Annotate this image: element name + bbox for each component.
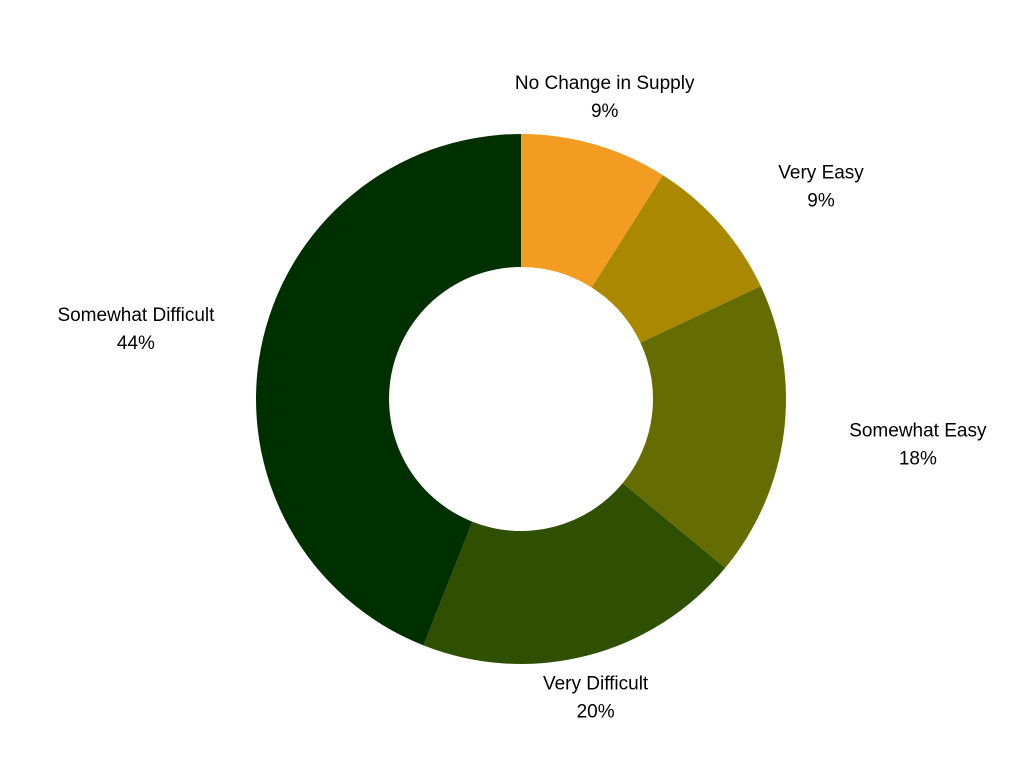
slice-label-very-easy: Very Easy <box>778 163 864 184</box>
slice-label-no-change-in-supply: No Change in Supply <box>515 73 695 94</box>
labels-group: No Change in Supply 9% Very Easy 9% Somewhat… <box>57 73 987 723</box>
slice-value-label-very-easy: 9% <box>807 191 835 212</box>
slice-somewhat-difficult <box>256 134 521 646</box>
slice-value-label-somewhat-easy: 18% <box>899 449 937 470</box>
slice-value-label-very-difficult: 20% <box>577 702 615 723</box>
slice-label-somewhat-easy: Somewhat Easy <box>849 421 987 442</box>
slice-somewhat-easy <box>622 286 786 568</box>
slice-no-change-in-supply <box>521 134 663 288</box>
slice-value-label-no-change-in-supply: 9% <box>591 101 619 122</box>
slice-very-difficult <box>423 483 726 664</box>
slice-value-label-somewhat-difficult: 44% <box>117 333 155 354</box>
slices-group <box>256 134 786 664</box>
slice-very-easy <box>591 175 761 343</box>
slice-label-very-difficult: Very Difficult <box>543 674 649 695</box>
slice-label-somewhat-difficult: Somewhat Difficult <box>57 305 215 326</box>
